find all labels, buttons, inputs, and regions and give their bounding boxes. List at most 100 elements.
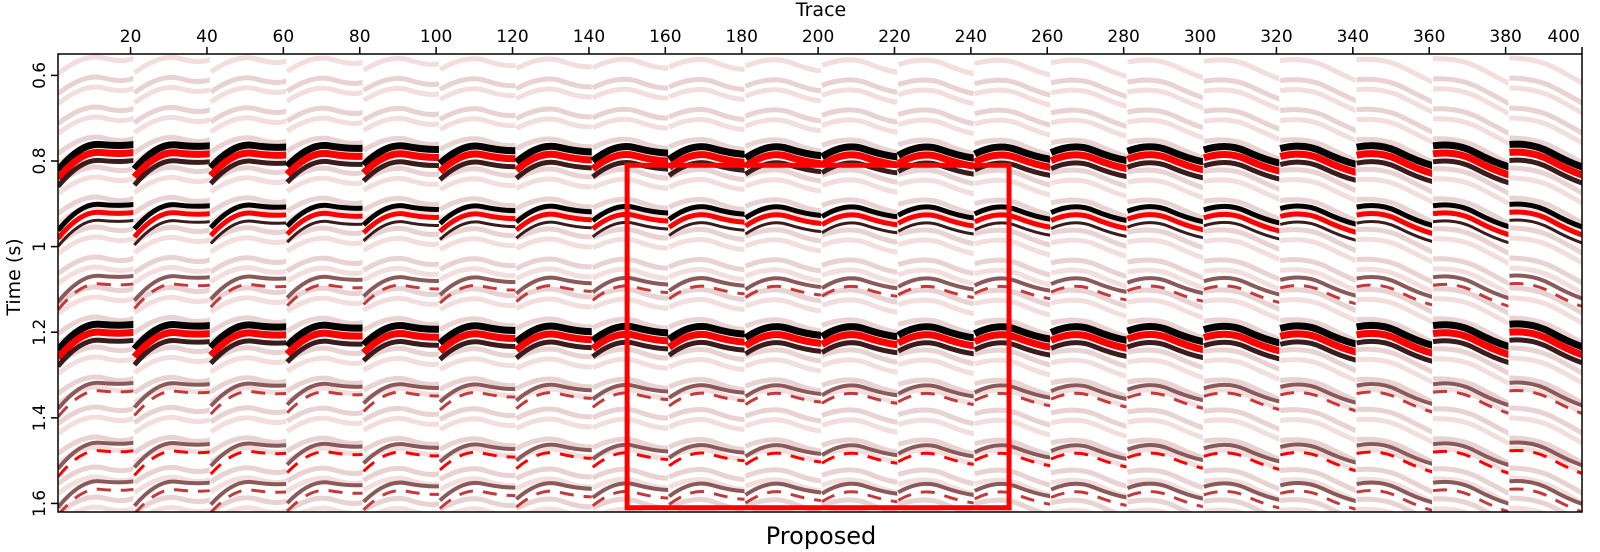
texture-band (362, 175, 441, 193)
texture-band (132, 234, 212, 255)
texture-band (591, 66, 670, 81)
texture-band (1050, 137, 1129, 160)
texture-band (438, 96, 517, 112)
event-trough (1509, 337, 1582, 366)
event-trough (209, 441, 288, 468)
texture-band (58, 254, 136, 276)
texture-band (1356, 366, 1435, 395)
texture-band (1432, 396, 1511, 426)
texture-band (285, 455, 365, 474)
event-peak (973, 151, 1052, 171)
y-tick-label: 0.8 (30, 147, 50, 174)
texture-band (974, 227, 1052, 248)
texture-band (1126, 397, 1205, 421)
texture-band (285, 115, 365, 134)
event-trough (744, 276, 823, 292)
texture-band (591, 126, 670, 141)
event-peak (590, 330, 670, 352)
texture-band (821, 487, 899, 505)
event-peak (361, 150, 441, 176)
texture-band (591, 236, 670, 251)
event-peak (743, 151, 823, 170)
event-peak (1509, 148, 1582, 179)
texture-band (1509, 425, 1582, 456)
event-trough (1050, 340, 1128, 359)
texture-band (668, 347, 746, 362)
texture-band (1432, 196, 1511, 226)
event-trough (285, 480, 364, 505)
event-trough (973, 204, 1052, 222)
texture-band (897, 307, 976, 327)
texture-band (1126, 177, 1205, 201)
texture-band (1279, 197, 1358, 224)
event-peak (1202, 330, 1282, 355)
texture-band (1126, 357, 1205, 381)
texture-band (438, 126, 517, 142)
texture-band (1509, 405, 1582, 436)
event-peak (1203, 451, 1281, 472)
texture-band (744, 457, 823, 474)
texture-band (1356, 136, 1435, 165)
texture-band (668, 357, 746, 372)
event-trough (1279, 382, 1358, 405)
event-trough (132, 479, 211, 508)
texture-band (1509, 165, 1582, 196)
texture-band (209, 225, 288, 245)
event-trough (58, 157, 135, 189)
texture-band (438, 226, 517, 242)
texture-band (285, 85, 365, 104)
texture-band (744, 257, 823, 274)
texture-band (373, 505, 440, 512)
event-peak (1279, 150, 1358, 176)
texture-band (438, 116, 517, 132)
texture-band (1432, 496, 1493, 512)
texture-band (209, 245, 288, 265)
texture-band (1509, 415, 1582, 446)
x-tick-label: 320 (1260, 27, 1292, 47)
texture-band (897, 497, 976, 512)
texture-band (1203, 167, 1282, 192)
texture-band (668, 467, 746, 482)
texture-band (285, 365, 365, 384)
texture-band (1279, 367, 1358, 394)
texture-band (974, 467, 1052, 488)
texture-band (362, 415, 441, 433)
texture-band (821, 357, 899, 375)
event-trough (1432, 219, 1510, 245)
texture-band (821, 467, 899, 485)
texture-band (744, 187, 823, 204)
x-tick-label: 220 (878, 27, 910, 47)
texture-band (362, 405, 441, 423)
texture-band (1050, 417, 1129, 440)
event-peak (284, 149, 364, 177)
texture-band (744, 377, 823, 394)
texture-band (1050, 57, 1129, 80)
event-trough (1356, 220, 1434, 244)
texture-band (362, 245, 441, 263)
texture-band (1432, 116, 1511, 146)
texture-band (438, 436, 517, 452)
texture-band (58, 454, 136, 476)
texture-band (1126, 57, 1205, 81)
event-peak (1126, 151, 1205, 174)
event-trough (1356, 203, 1434, 229)
texture-band (897, 487, 976, 507)
event-trough (1432, 158, 1511, 186)
texture-band (1050, 507, 1097, 512)
event-peak (514, 330, 593, 353)
texture-band (1432, 96, 1511, 126)
texture-band (209, 435, 288, 455)
texture-band (1279, 167, 1358, 194)
texture-band (1356, 126, 1435, 155)
event-trough (1203, 442, 1281, 464)
texture-band (1203, 117, 1282, 142)
event-trough (973, 340, 1052, 358)
texture-band (591, 306, 670, 321)
texture-band (209, 425, 288, 445)
texture-band (974, 367, 1052, 388)
x-tick-label: 280 (1107, 27, 1139, 47)
texture-band (821, 257, 899, 275)
event-trough (973, 481, 1052, 499)
texture-band (1432, 376, 1511, 406)
texture-band (1432, 306, 1511, 336)
